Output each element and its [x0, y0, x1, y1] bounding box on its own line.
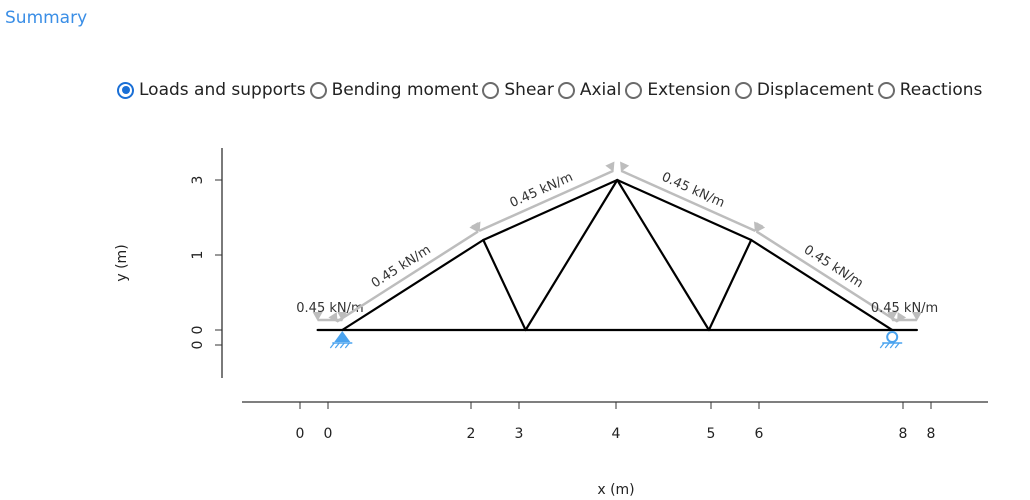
radio-button-icon[interactable]	[734, 81, 752, 99]
radio-button-icon[interactable]	[557, 81, 575, 99]
radio-label: Displacement	[756, 80, 874, 100]
summary-link[interactable]: Summary	[5, 8, 88, 28]
radio-label: Reactions	[899, 80, 983, 100]
load-line	[336, 230, 479, 323]
load-line	[478, 169, 614, 233]
radio-loads-and-supports[interactable]: Loads and supports	[117, 80, 310, 100]
load-label: 0.45 kN/m	[871, 301, 938, 316]
x-tick-label: 4	[612, 426, 621, 442]
view-options-radio-group: Loads and supports Bending moment Shear …	[117, 77, 986, 103]
radio-extension[interactable]: Extension	[625, 80, 734, 100]
support-hatch	[334, 342, 340, 349]
pin-support-icon	[334, 331, 351, 342]
roller-support-icon	[886, 331, 899, 343]
x-tick-label: 2	[467, 426, 476, 442]
y-axis-label: y (m)	[114, 244, 130, 281]
load-arrowhead	[756, 222, 766, 233]
axes: 0 0 2 3 4 5 6 8 8 3 1 0 0 x (m) y (m)	[114, 148, 988, 498]
radio-displacement[interactable]: Displacement	[734, 80, 878, 100]
truss-member	[616, 178, 753, 242]
support-hatch	[884, 342, 890, 349]
y-tick-label: 1	[190, 251, 206, 260]
x-tick-label: 6	[755, 426, 764, 442]
support-hatch	[894, 342, 900, 349]
load-label: 0.45 kN/m	[296, 301, 363, 316]
radio-label: Extension	[647, 80, 731, 100]
load-line	[620, 169, 756, 233]
load-arrowhead	[605, 161, 615, 172]
radio-label: Shear	[504, 80, 554, 100]
radio-label: Bending moment	[331, 80, 479, 100]
load-arrowhead	[312, 312, 323, 321]
y-tick-label: 0	[190, 341, 206, 350]
support-hatch	[889, 342, 895, 349]
truss-member	[524, 178, 619, 332]
truss-member	[707, 238, 753, 332]
radio-label: Loads and supports	[139, 80, 306, 100]
radio-button-icon[interactable]	[309, 81, 327, 99]
truss-member	[341, 238, 485, 332]
support-hatch	[344, 342, 350, 349]
truss-member	[616, 178, 711, 332]
radio-label: Axial	[579, 80, 622, 100]
load-label: 0.45 kN/m	[659, 170, 727, 211]
load-arrowhead	[337, 312, 348, 321]
x-tick-label: 8	[927, 426, 936, 442]
radio-button-icon[interactable]	[482, 81, 500, 99]
load-arrowhead	[911, 312, 922, 321]
load-arrowhead	[887, 312, 898, 321]
radio-axial[interactable]: Axial	[557, 80, 626, 100]
x-tick-label: 0	[296, 426, 305, 442]
y-tick-label: 0	[190, 326, 206, 335]
support-hatch	[879, 342, 885, 349]
load-arrowhead	[620, 161, 630, 172]
truss-member	[750, 238, 894, 332]
support-hatch	[329, 342, 335, 349]
load-arrowhead	[471, 221, 481, 232]
supports	[329, 331, 903, 349]
y-tick-label: 3	[190, 176, 206, 185]
radio-shear[interactable]: Shear	[482, 80, 557, 100]
load-label: 0.45 kN/m	[508, 170, 576, 211]
x-tick-label: 0	[324, 426, 333, 442]
x-tick-label: 3	[515, 426, 524, 442]
load-arrowhead	[328, 312, 338, 323]
truss-members	[316, 178, 918, 332]
radio-button-icon[interactable]	[117, 81, 134, 99]
x-tick-label: 8	[899, 426, 908, 442]
radio-button-icon[interactable]	[625, 81, 643, 99]
x-tick-label: 5	[707, 426, 716, 442]
x-axis-label: x (m)	[597, 482, 634, 498]
support-hatch	[339, 342, 345, 349]
radio-bending-moment[interactable]: Bending moment	[309, 80, 483, 100]
radio-button-icon[interactable]	[877, 81, 895, 99]
truss-member	[482, 178, 619, 242]
load-line	[755, 230, 899, 323]
truss-member	[482, 238, 527, 332]
radio-reactions[interactable]: Reactions	[877, 80, 987, 100]
